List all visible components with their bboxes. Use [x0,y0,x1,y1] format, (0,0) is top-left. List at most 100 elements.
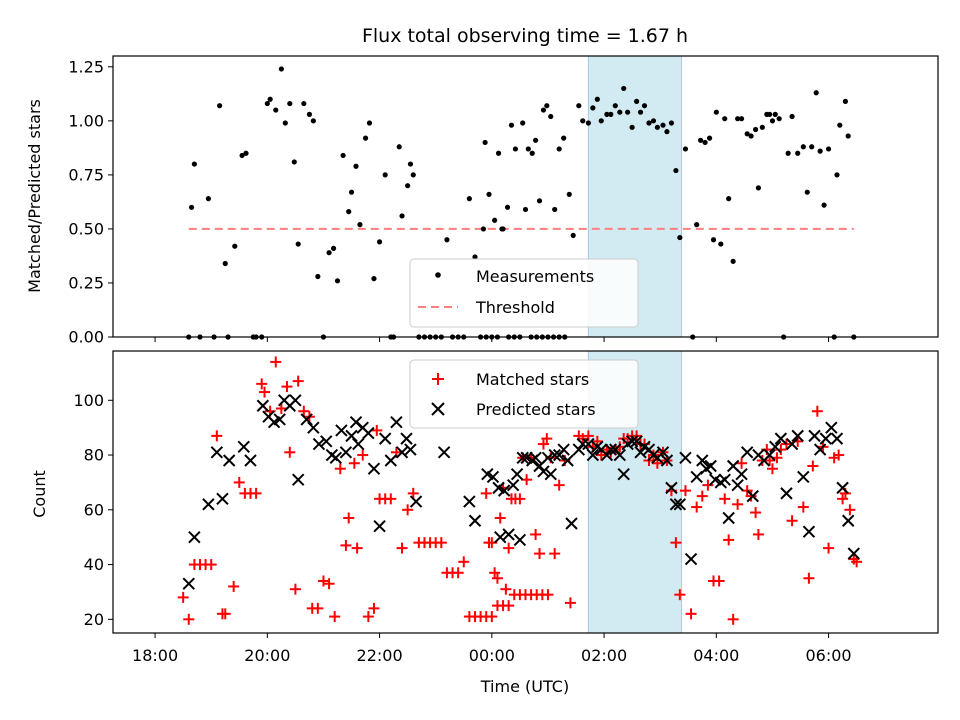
matched-star-point [343,512,355,524]
bottom-x-ticks: 18:00 20:00 22:00 00:00 02:00 04:00 06:00 [132,633,852,665]
matched-star-point [503,600,515,612]
matched-star-point [368,602,380,614]
predicted-star-point [617,467,630,481]
matched-star-point [534,548,546,560]
predicted-star-point [774,432,788,445]
predicted-star-point [273,413,286,426]
measurement-point [570,232,576,239]
matched-star-point [833,449,845,461]
matched-star-point [500,583,512,595]
predicted-star-point [847,547,861,560]
x-tick-label: 00:00 [469,646,515,665]
measurement-point [340,152,346,159]
measurement-point [492,217,498,223]
measurement-point [566,191,572,197]
measurement-point [310,118,316,124]
measurement-point [315,273,321,280]
matched-star-point [564,597,576,609]
predicted-star-point [836,481,849,495]
predicted-star-point [404,443,417,456]
matched-star-point [503,542,515,554]
measurement-point [769,118,776,124]
measurement-point [508,122,515,128]
predicted-star-point [320,435,333,448]
predicted-star-point [437,446,451,459]
chart-title: Flux total observing time = 1.67 h [362,25,688,47]
measurement-point [776,116,782,122]
predicted-star-point [367,462,381,475]
matched-star-point [736,457,748,469]
top-axes-frame [112,55,939,338]
measurement-point [825,146,832,152]
measurement-point [785,150,791,156]
predicted-star-point [289,394,302,407]
measurement-point [334,278,341,284]
measurement-point [753,126,759,133]
measurement-point [813,90,819,96]
predicted-star-point [565,517,578,530]
matched-star-point [298,405,310,417]
predicted-star-point [329,451,343,464]
predicted-star-point [763,448,776,462]
measurement-point [366,120,373,126]
predicted-star-point [718,473,731,486]
measurement-point [809,144,815,150]
predicted-star-point [660,454,674,467]
matched-star-point [797,501,809,513]
measurement-point [382,172,388,178]
predicted-star-point [797,470,810,484]
measurement-point [291,159,297,165]
measurement-point [548,113,554,120]
predicted-star-point [673,498,687,511]
predicted-star-point [497,484,511,497]
matched-star-point [205,559,217,571]
measurement-point [499,226,505,232]
measurement-point [759,124,765,130]
predicted-star-point [378,432,392,445]
x-tick-label: 20:00 [244,646,290,665]
measurement-point [637,109,644,115]
matched-star-point [480,487,492,499]
predicted-star-point [791,429,804,443]
x-tick-label: 18:00 [132,646,178,665]
matched-star-point [514,493,526,505]
measurement-point [594,96,600,102]
measurement-point [205,196,212,202]
measurement-point [396,144,402,150]
measurement-point [755,185,762,191]
predicted-star-point [373,520,386,533]
matched-star-point [275,402,287,414]
matched-star-point [256,378,268,390]
matched-star-point [396,542,408,554]
predicted-star-point [537,465,550,478]
matched-star-point [312,602,324,614]
matched-star-point [713,575,725,587]
matched-star-point [371,424,383,436]
measurement-point [353,163,359,169]
matched-star-point [691,501,703,513]
top-y-tick-label: 0.00 [68,328,104,347]
measurement-point [466,196,472,202]
measurement-point [525,146,531,152]
measurement-point [677,234,683,241]
measurement-point [612,103,618,109]
matched-star-point [549,548,561,560]
measurement-point [301,100,307,107]
matched-star-point [670,537,682,549]
predicted-star-point [335,424,348,437]
top-y-tick-label: 0.50 [68,219,104,238]
bottom-y-tick-label: 20 [84,610,104,629]
predicted-star-point [731,478,744,492]
measurement-point [598,118,604,124]
measurement-point [544,103,550,109]
measurement-point [346,209,352,215]
matched-star-point [458,556,470,568]
measurement-point [744,131,750,137]
predicted-star-point [244,454,257,467]
predicted-star-point [656,446,670,459]
predicted-star-point [813,443,827,456]
matched-star-point [732,498,744,510]
predicted-star-point [409,495,423,508]
predicted-star-point [669,498,683,511]
measurement-point [552,206,558,213]
